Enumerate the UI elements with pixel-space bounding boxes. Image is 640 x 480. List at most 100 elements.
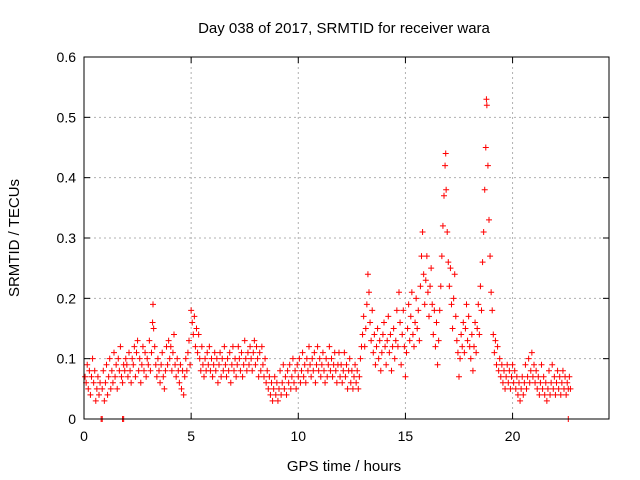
data-point <box>357 355 364 362</box>
data-point <box>325 361 332 368</box>
data-point <box>431 307 438 314</box>
data-point <box>542 379 549 386</box>
data-point <box>262 355 269 362</box>
data-point <box>219 355 226 362</box>
data-point <box>428 265 435 272</box>
data-point <box>473 349 480 356</box>
data-point <box>299 349 306 356</box>
data-point <box>551 373 558 380</box>
data-point <box>526 379 533 386</box>
data-point <box>391 355 398 362</box>
data-point <box>137 379 144 386</box>
data-point <box>505 379 512 386</box>
data-point <box>96 391 102 398</box>
data-point <box>416 337 423 344</box>
data-point <box>258 343 265 350</box>
data-point <box>509 361 516 368</box>
data-point <box>332 367 339 374</box>
data-point <box>553 379 560 386</box>
data-point <box>134 337 141 344</box>
data-point <box>383 361 390 368</box>
data-point <box>403 349 410 356</box>
data-point <box>401 343 408 350</box>
data-point <box>487 253 494 260</box>
data-point <box>400 307 407 314</box>
data-point <box>121 367 128 374</box>
data-point <box>459 343 466 350</box>
data-point <box>172 361 179 368</box>
data-point <box>293 385 300 392</box>
data-point <box>399 331 406 338</box>
data-point <box>315 367 322 374</box>
data-point <box>82 373 89 380</box>
data-point <box>525 355 532 362</box>
data-point <box>102 379 109 386</box>
data-point <box>512 385 519 392</box>
data-point <box>482 144 489 151</box>
data-point <box>489 307 496 314</box>
data-point <box>93 385 100 392</box>
data-point <box>234 361 241 368</box>
data-point <box>198 343 205 350</box>
data-point <box>370 349 377 356</box>
data-point <box>268 379 275 386</box>
data-point <box>442 162 449 169</box>
data-point <box>274 397 281 404</box>
data-point <box>211 349 218 356</box>
data-point <box>417 283 424 290</box>
data-point <box>222 361 229 368</box>
data-point <box>558 379 565 386</box>
data-point <box>276 385 282 392</box>
data-point <box>295 373 302 380</box>
data-point <box>498 361 505 368</box>
data-point <box>183 367 190 374</box>
data-point <box>438 253 445 260</box>
x-axis-ticks: 0 5 10 15 20 <box>80 57 521 444</box>
data-point <box>453 337 460 344</box>
data-point <box>378 349 385 356</box>
data-point <box>147 367 154 374</box>
data-point <box>384 337 391 344</box>
data-point <box>279 379 286 386</box>
data-point <box>246 361 252 368</box>
data-point <box>532 379 539 386</box>
data-point <box>544 385 551 392</box>
data-point <box>265 385 272 392</box>
data-point <box>220 367 227 374</box>
data-point <box>518 385 525 392</box>
data-point <box>484 162 491 169</box>
data-point <box>552 391 559 398</box>
data-point <box>402 373 409 380</box>
data-point <box>387 331 394 338</box>
data-point <box>199 361 206 368</box>
data-point <box>300 373 307 380</box>
data-point <box>187 361 194 368</box>
data-point <box>124 373 131 380</box>
data-point <box>297 379 304 386</box>
data-point <box>212 367 219 374</box>
data-point <box>247 343 254 350</box>
data-point <box>337 373 344 380</box>
data-point <box>464 337 471 344</box>
data-point <box>550 385 557 392</box>
data-point <box>382 343 389 350</box>
data-point <box>154 355 161 362</box>
data-point <box>192 343 199 350</box>
data-point <box>108 367 115 374</box>
data-point <box>523 385 530 392</box>
data-point <box>364 271 371 278</box>
data-point <box>447 265 454 272</box>
data-point <box>465 313 472 320</box>
data-point <box>225 367 232 374</box>
data-point <box>193 325 200 332</box>
data-point <box>214 379 221 386</box>
data-point <box>327 367 334 374</box>
data-point <box>99 385 106 392</box>
data-point <box>452 313 459 320</box>
data-point <box>233 373 240 380</box>
data-point <box>313 361 320 368</box>
data-point <box>463 301 470 308</box>
data-point <box>314 343 321 350</box>
data-point <box>491 349 498 356</box>
data-point <box>424 289 431 296</box>
